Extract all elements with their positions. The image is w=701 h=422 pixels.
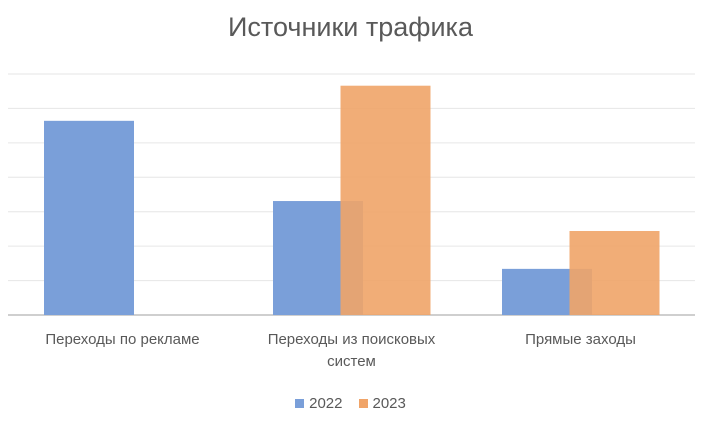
- legend-swatch: [295, 399, 305, 408]
- legend-item: 2023: [358, 395, 406, 412]
- x-tick-label: Переходы по рекламе: [45, 331, 200, 348]
- legend-item: 2022: [295, 395, 343, 412]
- legend: 2022 2023: [0, 395, 701, 412]
- legend-label: 2022: [309, 395, 343, 412]
- legend-swatch: [358, 399, 368, 408]
- chart-title: Источники трафика: [228, 12, 473, 42]
- bar: [340, 85, 431, 315]
- bar: [569, 230, 660, 315]
- bar: [44, 120, 134, 315]
- x-tick-label: Прямые заходы: [525, 331, 636, 348]
- legend-label: 2023: [372, 395, 406, 412]
- x-tick-label: Переходы из поисковых систем: [267, 331, 436, 370]
